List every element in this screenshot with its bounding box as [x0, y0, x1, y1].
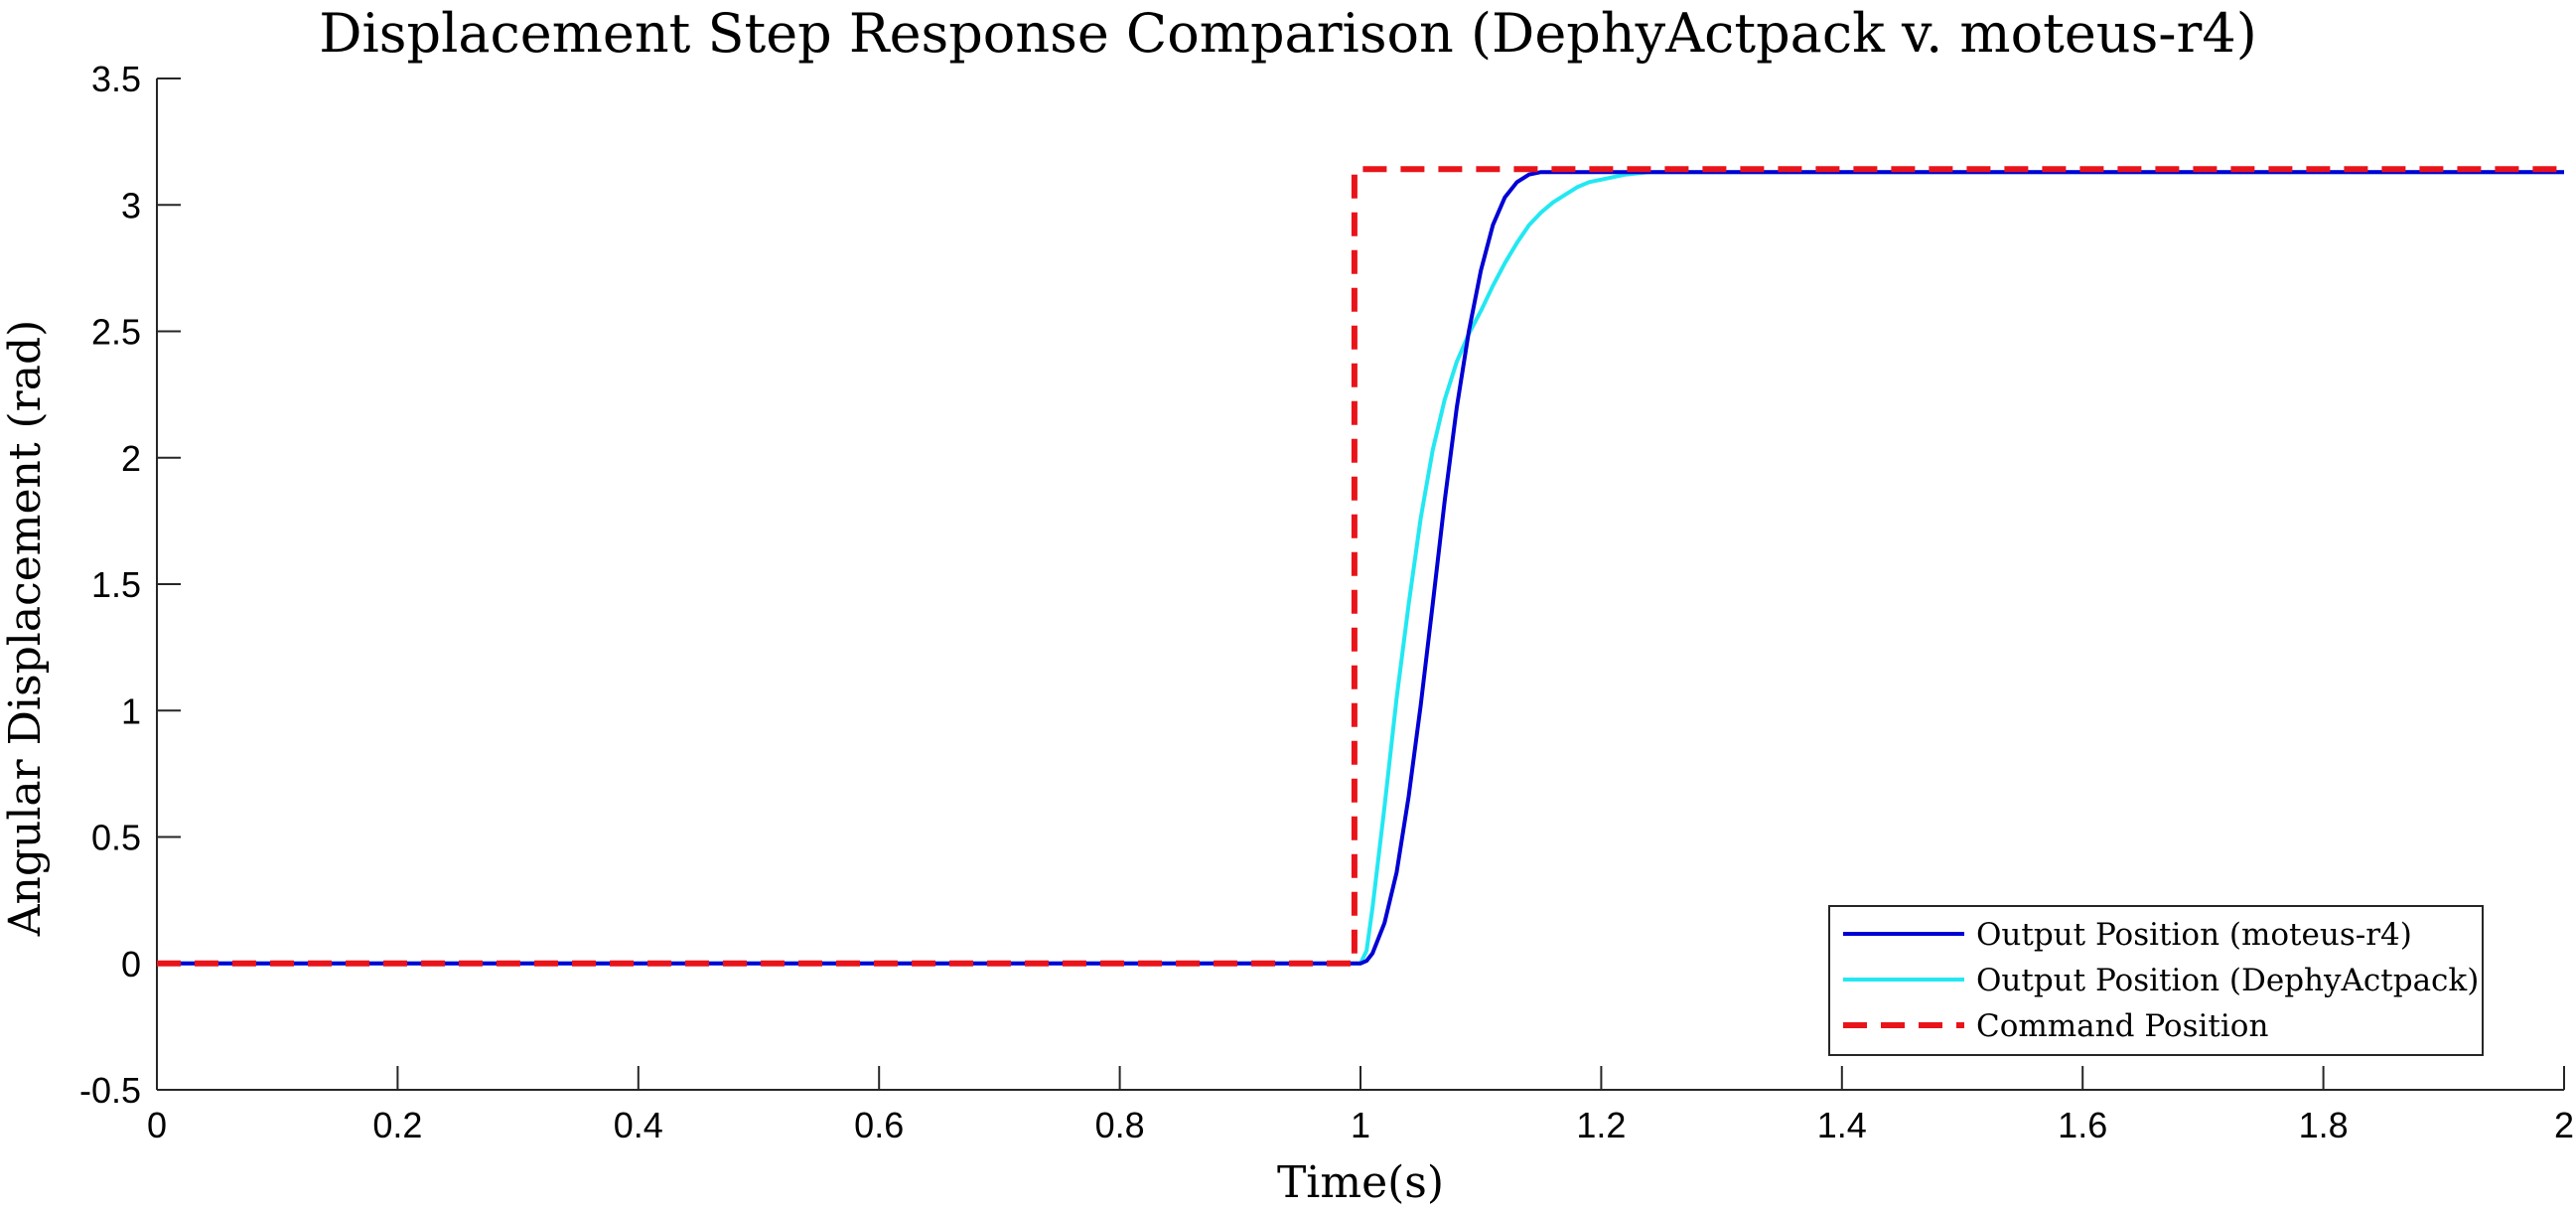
x-tick-label: 0.2	[372, 1105, 422, 1145]
y-tick-label: 0	[121, 944, 141, 985]
chart-title: Displacement Step Response Comparison (D…	[319, 2, 2257, 65]
y-tick-label: 2.5	[91, 312, 141, 353]
x-tick-label: 1.2	[1576, 1105, 1626, 1145]
legend: Output Position (moteus-r4) Output Positi…	[1828, 905, 2484, 1056]
series-layer	[157, 166, 2564, 967]
y-tick-label: 1	[121, 690, 141, 731]
x-axis-label: Time(s)	[1277, 1157, 1444, 1208]
y-tick-label: 3.5	[91, 59, 141, 99]
x-tick-label: 2	[2554, 1105, 2574, 1145]
y-axis-ticks: -0.5 0 0.5 1 1.5 2 2.5 3 3.5	[79, 59, 181, 1111]
x-tick-label: 1	[1351, 1105, 1370, 1145]
y-tick-label: 2	[121, 438, 141, 479]
y-tick-label: 3	[121, 185, 141, 226]
legend-label-2: Command Position	[1976, 1008, 2268, 1044]
y-tick-label: -0.5	[79, 1070, 141, 1111]
x-tick-label: 0.4	[614, 1105, 663, 1145]
y-axis-label: Angular Displacement (rad)	[0, 320, 51, 938]
series-line-1	[157, 170, 2564, 966]
x-tick-label: 0.8	[1095, 1105, 1145, 1145]
x-tick-label: 0	[147, 1105, 167, 1145]
x-tick-label: 1.4	[1817, 1105, 1867, 1145]
y-tick-label: 0.5	[91, 818, 141, 858]
series-line-2	[157, 166, 2564, 967]
x-tick-label: 1.8	[2299, 1105, 2349, 1145]
x-axis-ticks: 0 0.2 0.4 0.6 0.8 1 1.2 1.4 1.6 1.8 2	[147, 1066, 2574, 1145]
legend-label-1: Output Position (DephyActpack)	[1976, 963, 2479, 998]
x-tick-label: 1.6	[2058, 1105, 2107, 1145]
x-tick-label: 0.6	[854, 1105, 904, 1145]
y-tick-label: 1.5	[91, 564, 141, 605]
legend-label-0: Output Position (moteus-r4)	[1976, 917, 2412, 953]
